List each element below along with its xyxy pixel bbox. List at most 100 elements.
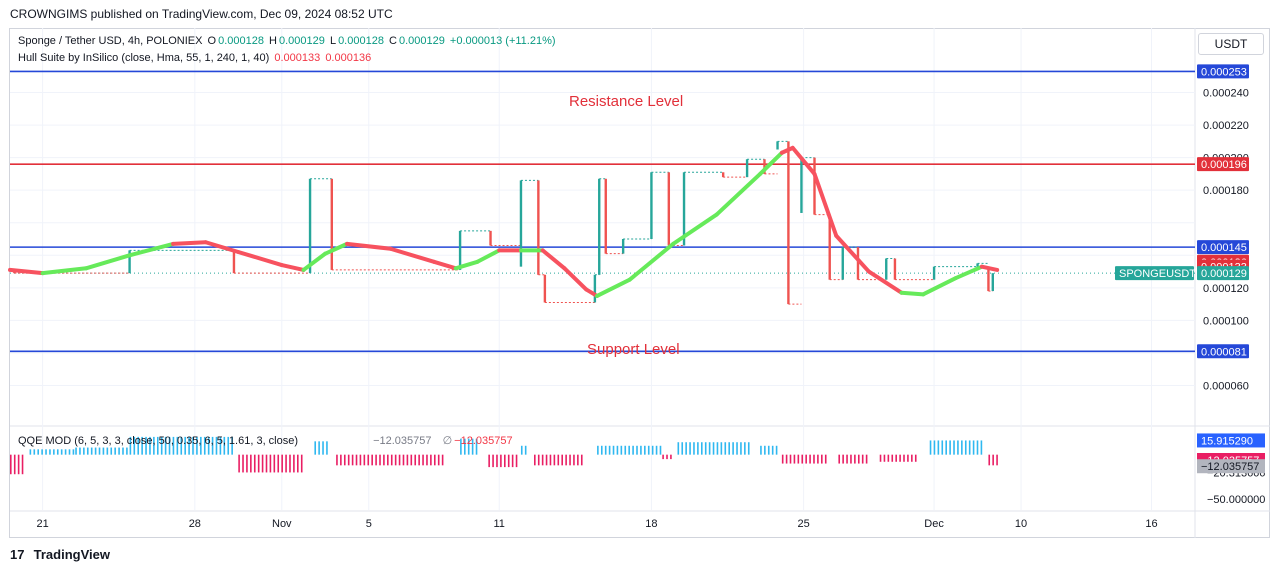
qqe-bar: [200, 436, 202, 455]
qqe-bar: [164, 436, 167, 455]
qqe-bar: [160, 436, 163, 455]
time-tick-label: 11: [494, 518, 505, 530]
qqe-indicator-title[interactable]: QQE MOD (6, 5, 3, 3, close, 50, 0.35, 6,…: [18, 435, 299, 447]
qqe-bar: [628, 445, 630, 455]
qqe-bar: [257, 454, 260, 473]
qqe-bar: [760, 445, 762, 455]
time-tick-label: 16: [1145, 518, 1157, 530]
qqe-bar: [390, 454, 393, 466]
price-badge-label: 0.000253: [1201, 66, 1247, 78]
candle: [745, 159, 749, 178]
candle: [621, 239, 625, 254]
price-badge: [1197, 157, 1249, 172]
qqe-bar: [414, 454, 417, 466]
symbol-badge-label: SPONGEUSDT: [1119, 268, 1196, 280]
qqe-bar: [534, 454, 536, 466]
qqe-bar: [728, 442, 730, 455]
qqe-bar: [231, 436, 233, 455]
price-tick-label: 0.000120: [1203, 283, 1249, 295]
hull-segment: [345, 241, 393, 251]
qqe-bar: [492, 454, 494, 468]
qqe-legend: QQE MOD (6, 5, 3, 3, close, 50, 0.35, 6,…: [18, 434, 515, 447]
hull-segment: [127, 241, 176, 258]
qqe-bar: [33, 449, 36, 455]
qqe-bar: [379, 454, 381, 466]
qqe-bar: [426, 454, 428, 466]
qqe-bar: [13, 454, 16, 475]
qqe-bar: [953, 440, 955, 455]
time-tick-label: 5: [366, 518, 372, 530]
qqe-bar: [322, 441, 324, 455]
qqe-bar: [53, 449, 55, 455]
qqe-bar: [211, 436, 214, 455]
qqe-bar: [285, 454, 287, 473]
candle: [721, 172, 725, 178]
qqe-value-2: ∅: [442, 435, 453, 447]
hull-segment: [812, 171, 839, 238]
qqe-bar: [797, 454, 800, 464]
qqe-value-3: −12.035757: [454, 435, 513, 447]
qqe-bar: [854, 454, 856, 464]
qqe-bar: [747, 442, 750, 455]
qqe-bar: [215, 436, 218, 455]
qqe-bar: [238, 454, 240, 473]
qqe-bar: [933, 440, 936, 455]
hull-segment: [84, 253, 132, 271]
qqe-bar: [318, 441, 320, 455]
qqe-bar: [941, 440, 944, 455]
time-tick-label: Nov: [272, 518, 292, 530]
qqe-bar: [246, 454, 248, 473]
hull-segment: [323, 241, 350, 256]
qqe-bar: [850, 454, 852, 464]
qqe-bar: [604, 445, 607, 455]
hull-segment: [388, 246, 436, 264]
qqe-bar: [662, 454, 664, 460]
qqe-badge: [1197, 433, 1265, 448]
qqe-bar: [500, 454, 502, 468]
qqe-bar: [937, 440, 940, 455]
candle: [885, 258, 888, 280]
symbol-title[interactable]: Sponge / Tether USD, 4h, POLONIEX: [18, 35, 203, 47]
hull-segment: [790, 145, 817, 176]
qqe-bar: [708, 442, 711, 455]
currency-button[interactable]: USDT: [1198, 33, 1264, 55]
qqe-bar: [632, 445, 634, 455]
qqe-bar: [176, 436, 179, 455]
qqe-bar: [507, 454, 510, 468]
hull-segment: [236, 250, 284, 268]
qqe-bar: [980, 440, 983, 455]
ohlc-close-value: 0.000129: [398, 35, 445, 47]
qqe-bar: [712, 442, 715, 455]
qqe-bar: [681, 442, 684, 455]
ohlc-open-label: O: [207, 35, 217, 47]
qqe-bar: [620, 445, 623, 455]
candle: [976, 263, 979, 267]
candle: [232, 250, 236, 274]
ohlc-high-label: H: [269, 35, 277, 47]
ohlc-close-label: C: [389, 35, 397, 47]
qqe-bar: [636, 445, 638, 455]
qqe-bar: [879, 454, 882, 462]
qqe-bar: [996, 454, 998, 466]
candle: [828, 214, 831, 280]
tradingview-footer[interactable]: 17 TradingView: [10, 547, 110, 562]
qqe-bar: [351, 454, 354, 466]
qqe-bar: [813, 454, 815, 464]
qqe-bar: [945, 440, 947, 455]
qqe-bar: [842, 454, 844, 464]
support-annotation: Support Level: [587, 341, 680, 358]
ohlc-high-value: 0.000129: [278, 35, 325, 47]
time-tick-label: Dec: [924, 518, 944, 530]
qqe-bar: [394, 454, 397, 466]
qqe-bar: [677, 442, 680, 455]
price-tick-label: 0.000240: [1203, 88, 1249, 100]
hull-indicator-title[interactable]: Hull Suite by InSilico (close, Hma, 55, …: [18, 52, 270, 64]
qqe-bar: [203, 436, 206, 455]
qqe-bar: [156, 436, 159, 455]
qqe-bar: [608, 445, 611, 455]
hull-segment: [8, 267, 45, 276]
hull-value-1: 0.000133: [274, 52, 321, 64]
qqe-bar: [972, 440, 975, 455]
qqe-bar: [914, 454, 917, 462]
